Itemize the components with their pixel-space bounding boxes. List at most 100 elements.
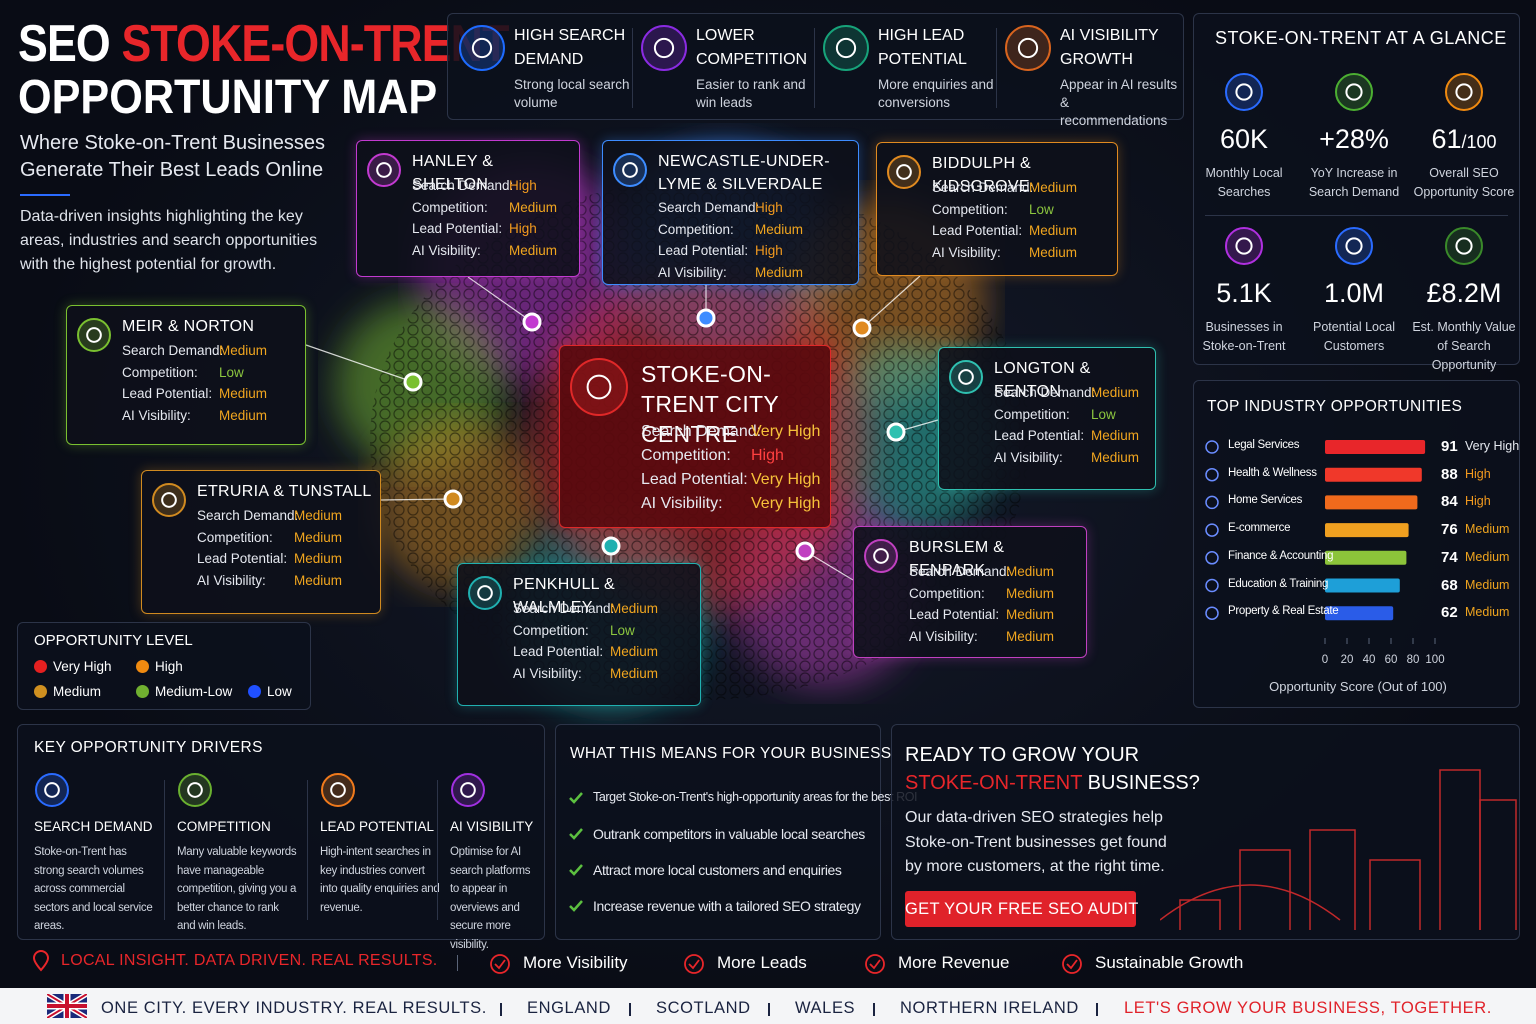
industry-score: 84: [1441, 493, 1458, 511]
icon: [1335, 227, 1373, 265]
means-panel: [555, 724, 881, 940]
icon-core: [1455, 237, 1473, 255]
area-row-value: Medium: [509, 199, 558, 215]
icon-core: [1235, 237, 1253, 255]
skyline-building: [1309, 829, 1356, 930]
icon: [178, 773, 212, 807]
area-row-value: Very High: [751, 495, 821, 512]
check: [569, 864, 583, 876]
icon-core: [161, 492, 177, 508]
icon-core: [471, 37, 493, 59]
icon-core: [1345, 83, 1363, 101]
icon-ring: [1335, 73, 1373, 111]
x-tick-label: 60: [1384, 654, 1398, 666]
tick: [494, 959, 506, 970]
legend-swatch: [34, 660, 47, 673]
feature-text: More enquiries and conversions: [878, 77, 994, 110]
cta-text: Our data-driven SEO strategies help Stok…: [905, 809, 1167, 875]
industry-level: Medium: [1465, 522, 1510, 537]
strip-sep: [457, 955, 458, 971]
area-row-value: Medium: [294, 508, 343, 523]
icon-core: [958, 369, 974, 385]
check-icon: [569, 864, 583, 876]
drivers-panel: [17, 724, 545, 940]
industry-level: High: [1465, 494, 1491, 509]
feature-text: Easier to rank and win leads: [696, 77, 806, 110]
icon: [35, 773, 69, 807]
feature-divider: [996, 28, 997, 108]
footer-tagline: ONE CITY. EVERY INDUSTRY. REAL RESULTS.: [101, 999, 487, 1017]
area-name: NEWCASTLE-UNDER-LYME & SILVERDALE: [658, 153, 830, 193]
icon-core: [86, 327, 102, 343]
area-row-label: Search Demand:: [641, 423, 762, 440]
driver-text: Stoke-on-Trent has strong search volumes…: [34, 846, 153, 932]
area-row-label: Competition:: [197, 529, 273, 545]
strip-tagline: LOCAL INSIGHT. DATA DRIVEN. REAL RESULTS…: [61, 952, 438, 969]
area-row-label: Search Demand:: [909, 564, 1011, 579]
icon: [887, 155, 921, 189]
icon-core: [1455, 83, 1473, 101]
area-box: [66, 305, 306, 445]
driver-text: High-intent searches in key industries c…: [320, 846, 440, 914]
icon-ring: [468, 576, 502, 610]
industry-score: 62: [1441, 604, 1458, 622]
area-row-value: Medium: [219, 407, 268, 423]
strip-item: More Leads: [717, 953, 807, 972]
driver-title: COMPETITION: [177, 819, 271, 834]
legend-swatch: [34, 685, 47, 698]
strip-item: More Revenue: [898, 953, 1010, 972]
driver-title: SEARCH DEMAND: [34, 819, 153, 834]
area-row-label: Competition:: [932, 201, 1008, 217]
area-row-value: Medium: [1091, 449, 1140, 465]
area-row-label: Competition:: [122, 364, 198, 380]
icon-core: [873, 548, 889, 564]
driver-text: Optimise for AI search platforms to appe…: [450, 846, 531, 951]
icon-ring: [570, 358, 628, 416]
icon-core: [477, 585, 493, 601]
icon-core: [1345, 237, 1363, 255]
area-row-value: Medium: [1091, 385, 1140, 400]
glance-panel: [1193, 13, 1520, 365]
stat-number: 5.1K: [1216, 278, 1272, 308]
subtitle: Where Stoke-on-Trent Businesses Generate…: [20, 132, 325, 181]
area-dot: [795, 541, 815, 561]
area-row-label: Competition:: [641, 447, 731, 464]
stat-label: Monthly Local Searches: [1205, 166, 1283, 199]
icon-ring: [887, 155, 921, 189]
skyline-building: [1479, 799, 1517, 930]
industry-score: 91: [1441, 438, 1458, 455]
stat-value: 61/100: [1409, 124, 1519, 155]
icon: [1445, 227, 1483, 265]
stat-number: 60K: [1219, 124, 1269, 154]
cta-button[interactable]: GET YOUR FREE SEO AUDIT: [905, 891, 1138, 927]
tick: [869, 959, 881, 970]
area-row-label: AI Visibility:: [658, 264, 727, 280]
means-title: WHAT THIS MEANS FOR YOUR BUSINESS: [570, 745, 892, 762]
stat-number: 1.0M: [1323, 278, 1385, 308]
area-name: LONGTON & FENTON: [994, 360, 1091, 400]
legend-swatch: [136, 660, 149, 673]
stat-value: +28%: [1299, 124, 1409, 155]
strip-item: Sustainable Growth: [1095, 953, 1244, 972]
footer-sep: [873, 1003, 875, 1016]
icon: [77, 318, 111, 352]
area-box: [356, 140, 580, 277]
check: [569, 792, 583, 804]
area-row-label: Search Demand:: [412, 178, 514, 193]
driver-title: LEAD POTENTIAL: [320, 819, 435, 834]
footer-region: ENGLAND: [527, 999, 611, 1017]
area-dot: [522, 312, 542, 332]
icon: [468, 576, 502, 610]
area-row-value: High: [755, 243, 783, 258]
area-row-label: Lead Potential:: [122, 386, 213, 401]
title-highlight: STOKE-ON-TRENT: [121, 15, 509, 73]
icon: [613, 153, 647, 187]
icon-ring: [321, 773, 355, 807]
area-row-value: Medium: [294, 551, 343, 566]
area-row-value: Medium: [755, 264, 804, 280]
area-dot: [443, 489, 463, 509]
x-tick-label: 0: [1321, 654, 1329, 666]
title-line2: OPPORTUNITY MAP: [18, 71, 438, 124]
icon: [1225, 227, 1263, 265]
area-row-label: AI Visibility:: [909, 628, 978, 644]
